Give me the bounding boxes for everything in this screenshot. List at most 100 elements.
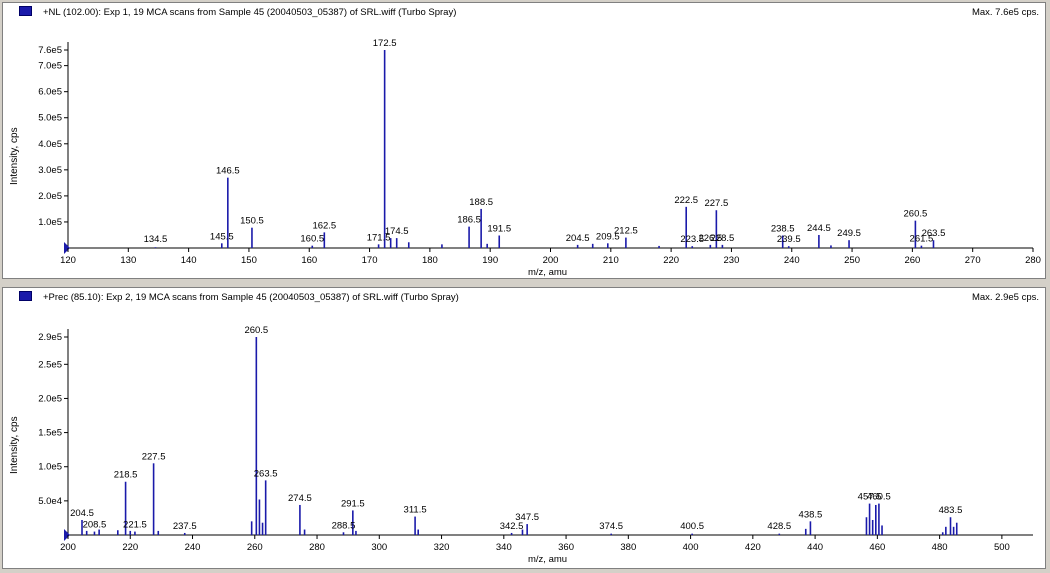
x-tick-label: 280 (1025, 255, 1041, 266)
x-tick-label: 440 (807, 542, 823, 553)
max-intensity-label: Max. 7.6e5 cps. (971, 7, 1039, 18)
peak-label: 260.5 (244, 325, 268, 336)
peak-label: 438.5 (799, 509, 823, 520)
peak-label: 171.5 (367, 232, 391, 243)
peak-label: 239.5 (777, 234, 801, 245)
peak-label: 186.5 (457, 215, 481, 226)
x-tick-label: 200 (60, 542, 76, 553)
x-tick-label: 230 (724, 255, 740, 266)
y-tick-label: 2.0e5 (38, 393, 62, 404)
x-tick-label: 280 (309, 542, 325, 553)
peak-label: 342.5 (500, 521, 524, 532)
peak-label: 209.5 (596, 231, 620, 242)
peak-label: 237.5 (173, 521, 197, 532)
x-tick-label: 250 (844, 255, 860, 266)
x-tick-label: 240 (784, 255, 800, 266)
x-tick-label: 240 (185, 542, 201, 553)
y-tick-label: 2.9e5 (38, 332, 62, 343)
y-tick-label: 1.5e5 (38, 428, 62, 439)
x-axis-label: m/z, amu (528, 554, 568, 565)
x-tick-label: 120 (60, 255, 76, 266)
x-tick-label: 270 (965, 255, 981, 266)
x-tick-label: 260 (247, 542, 263, 553)
y-tick-label: 7.0e5 (38, 61, 62, 72)
spectrum-panel-prec: +Prec (85.10): Exp 2, 19 MCA scans from … (2, 287, 1046, 569)
peak-label: 222.5 (674, 195, 698, 206)
spectrum-plot-nl[interactable]: 120 130 140 150 160 170 180 190 200 210 220 230 240 2… (3, 3, 1047, 280)
peak-label: 204.5 (70, 508, 94, 519)
peak-label: 172.5 (373, 38, 397, 49)
y-tick-label: 6.0e5 (38, 87, 62, 98)
x-tick-label: 170 (362, 255, 378, 266)
peak-label: 483.5 (939, 505, 963, 516)
peak-label: 204.5 (566, 233, 590, 244)
spectrum-panel-nl: +NL (102.00): Exp 1, 19 MCA scans from S… (2, 2, 1046, 279)
peak-label: 274.5 (288, 493, 312, 504)
peak-label: 223.5 (680, 234, 704, 245)
peak-label: 208.5 (83, 520, 107, 531)
y-tick-label: 5.0e5 (38, 113, 62, 124)
peak-label: 146.5 (216, 166, 240, 177)
x-tick-label: 300 (371, 542, 387, 553)
peak-label: 261.5 (910, 234, 934, 245)
x-tick-label: 210 (603, 255, 619, 266)
y-tick-label: 2.5e5 (38, 359, 62, 370)
x-tick-label: 320 (434, 542, 450, 553)
peak-label: 150.5 (240, 216, 264, 227)
x-tick-label: 420 (745, 542, 761, 553)
peak-label: 263.5 (254, 468, 278, 479)
legend-swatch-icon (19, 6, 32, 16)
y-tick-label: 5.0e4 (38, 496, 62, 507)
x-tick-label: 220 (122, 542, 138, 553)
peak-label: 227.5 (142, 451, 166, 462)
peak-label: 244.5 (807, 223, 831, 234)
x-tick-label: 500 (994, 542, 1010, 553)
peak-label: 288.5 (332, 520, 356, 531)
x-tick-label: 200 (543, 255, 559, 266)
peak-label: 291.5 (341, 498, 365, 509)
x-tick-label: 180 (422, 255, 438, 266)
peak-label: 212.5 (614, 226, 638, 237)
x-tick-label: 190 (482, 255, 498, 266)
peak-label: 221.5 (123, 520, 147, 531)
y-tick-label: 1.0e5 (38, 217, 62, 228)
x-axis-label: m/z, amu (528, 267, 568, 278)
peak-label: 228.5 (711, 233, 735, 244)
x-tick-label: 480 (932, 542, 948, 553)
peak-label: 191.5 (487, 223, 511, 234)
peak-label: 145.5 (210, 231, 234, 242)
baseline-marker-icon (64, 242, 70, 254)
peak-label: 134.5 (144, 234, 168, 245)
peak-label: 218.5 (114, 470, 138, 481)
peak-label: 428.5 (767, 521, 791, 532)
peak-label: 162.5 (312, 220, 336, 231)
peak-label: 263.5 (922, 228, 946, 239)
baseline-marker-icon (64, 529, 70, 541)
y-tick-label: 1.0e5 (38, 462, 62, 473)
x-tick-label: 160 (301, 255, 317, 266)
x-tick-label: 340 (496, 542, 512, 553)
peak-label: 311.5 (404, 505, 427, 516)
y-tick-label: 2.0e5 (38, 191, 62, 202)
peak-label: 160.5 (300, 234, 324, 245)
x-tick-label: 360 (558, 542, 574, 553)
peak-label: 460.5 (867, 492, 891, 503)
panel-title: +Prec (85.10): Exp 2, 19 MCA scans from … (43, 292, 459, 303)
y-tick-label: 4.0e5 (38, 139, 62, 150)
legend-swatch-icon (19, 291, 32, 301)
x-tick-label: 400 (683, 542, 699, 553)
peak-label: 174.5 (385, 226, 409, 237)
peak-label: 188.5 (469, 197, 493, 208)
peak-label: 238.5 (771, 223, 795, 234)
x-tick-label: 220 (663, 255, 679, 266)
peak-label: 226.5 (698, 233, 722, 244)
peak-label: 227.5 (704, 198, 728, 209)
peak-label: 260.5 (904, 209, 928, 220)
x-tick-label: 260 (904, 255, 920, 266)
spectrum-plot-prec[interactable]: 200 220 240 260 280 300 320 340 360 380 400 420 440 4… (3, 288, 1047, 570)
peak-label: 400.5 (680, 521, 704, 532)
y-tick-label: 3.0e5 (38, 165, 62, 176)
panel-title: +NL (102.00): Exp 1, 19 MCA scans from S… (43, 7, 457, 18)
max-intensity-label: Max. 2.9e5 cps. (971, 292, 1039, 303)
x-tick-label: 380 (620, 542, 636, 553)
